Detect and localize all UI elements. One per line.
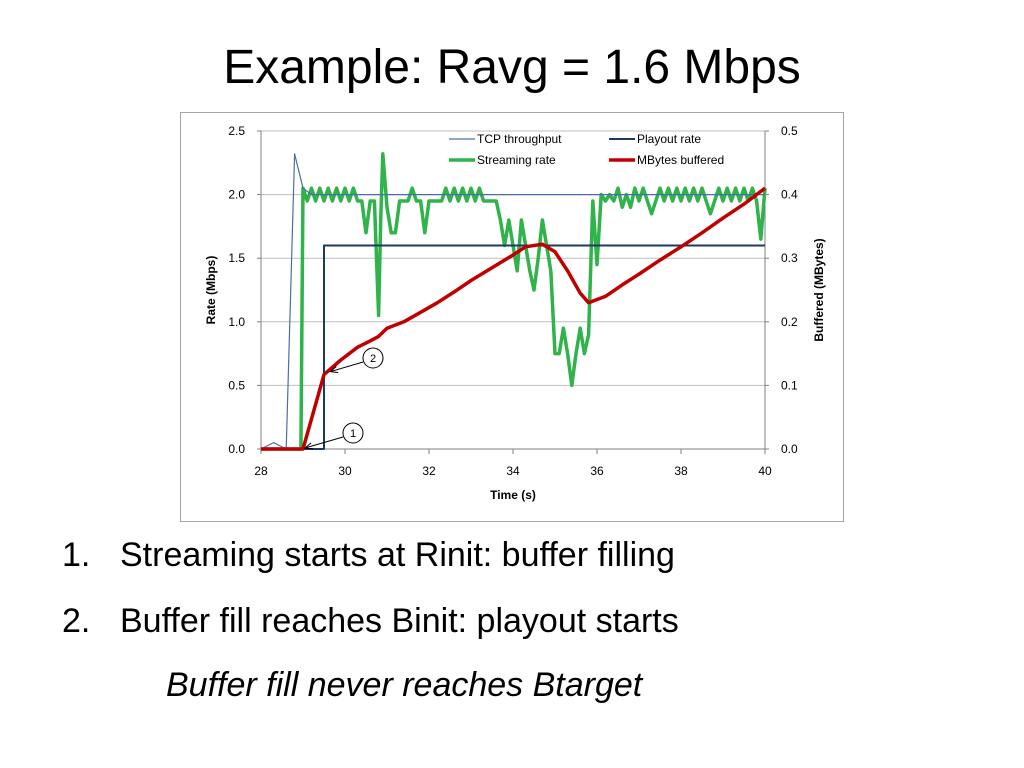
- x-tick-label: 28: [254, 464, 268, 478]
- series-line-streaming-rate: [261, 152, 767, 451]
- x-tick-label: 38: [674, 464, 688, 478]
- bullet-item-2: 2. Buffer fill reaches Binit: playout sta…: [62, 602, 679, 641]
- annotation-circle: [342, 422, 364, 444]
- italic-note: Buffer fill never reaches Btarget: [166, 666, 643, 704]
- series-line-mbytes-buffered: [261, 186, 767, 451]
- x-tick-label: 34: [506, 464, 520, 478]
- y-tick-label: 1.5: [228, 251, 245, 265]
- slide-title: Example: Ravg = 1.6 Mbps: [223, 41, 801, 94]
- bullet-number: 1.: [62, 536, 91, 574]
- y2-tick-label: 0.1: [781, 378, 798, 392]
- y-axis-label: Rate (Mbps): [204, 256, 218, 325]
- x-tick-label: 36: [590, 464, 604, 478]
- bullet-text: Streaming starts at Rinit: buffer fillin…: [120, 536, 675, 574]
- y2-tick-label: 0.5: [781, 124, 798, 138]
- y2-tick-label: 0.3: [781, 251, 798, 265]
- x-tick-label: 40: [758, 464, 772, 478]
- annotation-arrow: [304, 436, 344, 449]
- x-axis-label: Time (s): [490, 488, 536, 502]
- x-tick-label: 30: [338, 464, 352, 478]
- y-tick-label: 1.0: [228, 315, 245, 329]
- annotation-arrowhead: [303, 442, 314, 450]
- legend-label: Playout rate: [637, 132, 701, 146]
- y2-axis-label: Buffered (MBytes): [812, 238, 826, 341]
- chart-frame: 0.0 0.5 1.0 1.5 2.0 2.5 0.0 0.1 0.2 0.3 0.4 0.5 28 30…: [180, 112, 844, 522]
- y-tick-label: 0.5: [228, 378, 245, 392]
- annotation-label: 1: [350, 428, 356, 440]
- annotation-arrow: [330, 361, 364, 373]
- y2-tick-label: 0.2: [781, 315, 798, 329]
- y-tick-label: 0.0: [228, 442, 245, 456]
- annotation-label: 2: [370, 353, 376, 365]
- bullet-item-1: 1. Streaming starts at Rinit: buffer fill…: [62, 536, 675, 575]
- y2-tick-label: 0.0: [781, 442, 798, 456]
- y2-tick-label: 0.4: [781, 188, 798, 202]
- bullet-number: 2.: [62, 602, 91, 640]
- legend-label: TCP throughput: [477, 132, 562, 146]
- x-tick-label: 32: [422, 464, 436, 478]
- legend-label: Streaming rate: [477, 153, 556, 167]
- y-tick-label: 2.5: [228, 124, 245, 138]
- y-tick-label: 2.0: [228, 188, 245, 202]
- annotation-circle: [362, 347, 384, 369]
- bullet-text: Buffer fill reaches Binit: playout start…: [120, 602, 679, 640]
- series-line-tcp-throughput: [260, 153, 765, 450]
- legend-label: MBytes buffered: [637, 153, 724, 167]
- line-chart: 0.0 0.5 1.0 1.5 2.0 2.5 0.0 0.1 0.2 0.3 0.4 0.5 28 30…: [204, 124, 826, 502]
- annotation-arrowhead: [328, 366, 339, 373]
- series-line-playout-rate: [261, 244, 765, 450]
